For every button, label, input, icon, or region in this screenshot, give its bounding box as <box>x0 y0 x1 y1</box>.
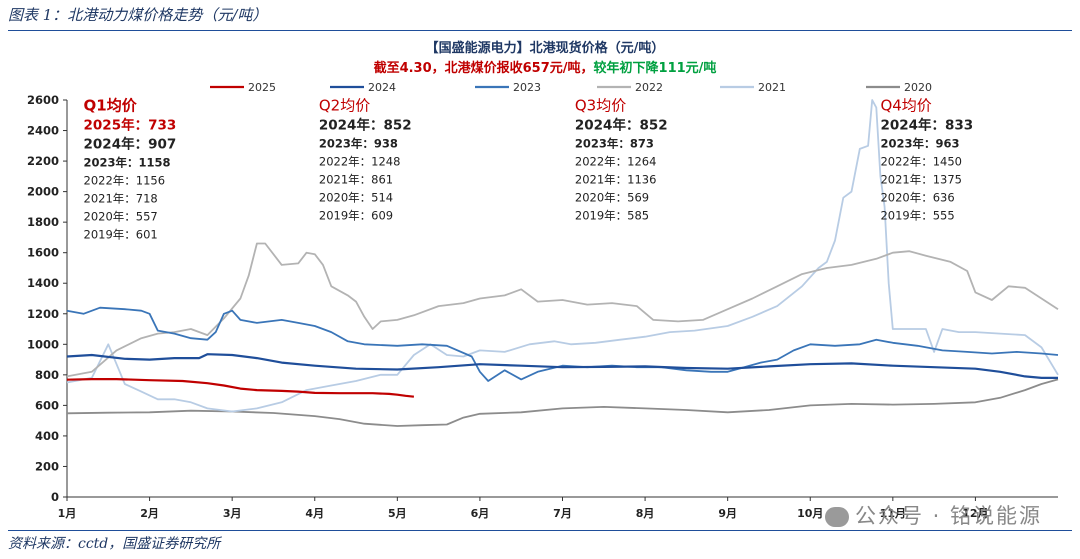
annotation-line: 2021年：1136 <box>575 173 657 187</box>
series-line-2022 <box>66 242 1059 378</box>
y-tick-label: 1600 <box>27 246 59 260</box>
annotation-line: 2021年：1375 <box>880 173 962 187</box>
y-tick-label: 600 <box>35 398 59 412</box>
series-line-2025 <box>66 378 415 398</box>
y-tick-label: 2600 <box>27 93 59 107</box>
x-tick-label: 5月 <box>388 507 407 520</box>
legend-label: 2020 <box>904 81 932 94</box>
annotation-line: 2020年：636 <box>880 191 954 205</box>
price-line-chart: 【国盛能源电力】北港现货价格（元/吨） 截至4.30，北港煤价报收657元/吨，… <box>27 40 1059 520</box>
x-tick-label: 6月 <box>471 507 490 520</box>
top-rule <box>8 30 1072 31</box>
series-line-2023 <box>66 306 1059 382</box>
quarter-annotations: Q1均价 2025年：733 2024年：907 2023年：1158 2022年：11… <box>84 97 974 242</box>
series-line-2020 <box>66 378 1059 427</box>
source-note: 资料来源：cctd，国盛证券研究所 <box>8 536 221 552</box>
legend-label: 2024 <box>368 81 396 94</box>
bottom-rule <box>8 530 1072 531</box>
x-tick-label: 1月 <box>58 507 77 520</box>
y-tick-label: 1400 <box>27 276 59 290</box>
annotation-line: 2023年：938 <box>319 137 398 151</box>
annotation-line: 2024年：833 <box>880 117 973 134</box>
annotation-line: 2022年：1156 <box>84 174 166 188</box>
legend-label: 2021 <box>758 81 786 94</box>
annotation-line: 2024年：907 <box>84 136 177 153</box>
legend-label: 2025 <box>248 81 276 94</box>
wechat-icon <box>824 507 849 527</box>
series-line-2021 <box>66 99 1059 413</box>
x-tick-label: 8月 <box>636 507 655 520</box>
annotation-line: 2024年：852 <box>575 117 668 134</box>
legend-label: 2023 <box>513 81 541 94</box>
y-tick-label: 1000 <box>27 337 59 351</box>
y-tick-label: 1800 <box>27 215 59 229</box>
chart-subtitle-part: 截至4.30，北港煤价报收657元/吨， <box>374 60 594 76</box>
x-tick-label: 7月 <box>553 507 572 520</box>
annotation-line: Q2均价 <box>319 97 370 115</box>
annotation-line: 2019年：585 <box>575 209 649 223</box>
series-line-2024 <box>66 353 1058 379</box>
series-lines <box>66 99 1059 427</box>
annotation-line: 2021年：861 <box>319 173 393 187</box>
axes: 0 200 400 600 800 1000 1200 1400 1600 1800 2000 220… <box>27 93 1058 520</box>
x-tick-label: 4月 <box>305 507 324 520</box>
x-tick-label: 12月 <box>962 507 988 520</box>
watermark-text: 公众号 · 铭说能源 <box>854 504 1042 528</box>
annotation-line: 2023年：1158 <box>84 156 171 170</box>
annotation-line: 2025年：733 <box>84 117 177 134</box>
x-tick-label: 2月 <box>140 507 159 520</box>
annotation-line: 2019年：555 <box>880 209 954 223</box>
annotation-line: 2020年：569 <box>575 191 649 205</box>
annotation-line: 2023年：963 <box>880 137 959 151</box>
annotation-line: 2022年：1450 <box>880 155 962 169</box>
x-tick-label: 9月 <box>718 507 737 520</box>
y-tick-label: 0 <box>51 490 59 504</box>
annotation-line: Q4均价 <box>880 97 931 115</box>
y-tick-label: 2200 <box>27 154 59 168</box>
y-tick-label: 2400 <box>27 124 59 138</box>
y-tick-label: 2000 <box>27 185 59 199</box>
annotation-line: 2022年：1264 <box>575 155 657 169</box>
annotation-line: 2021年：718 <box>84 192 158 206</box>
annotation-line: 2020年：514 <box>319 191 393 205</box>
annotation-line: Q1均价 <box>84 97 138 115</box>
legend: 2025 2024 2023 2022 2021 2020 <box>210 81 932 94</box>
annotation-line: 2023年：873 <box>575 137 654 151</box>
annotation-line: 2019年：609 <box>319 209 393 223</box>
figure-caption: 图表 1：北港动力煤价格走势（元/吨） <box>8 6 268 24</box>
y-tick-label: 1200 <box>27 307 59 321</box>
annotation-line: 2024年：852 <box>319 117 412 134</box>
annotation-line: Q3均价 <box>575 97 626 115</box>
chart-subtitle: 截至4.30，北港煤价报收657元/吨，较年初下降111元/吨 <box>374 60 717 76</box>
annotation-line: 2019年：601 <box>84 228 158 242</box>
watermark: 公众号 · 铭说能源 <box>824 500 1042 530</box>
annotation-line: 2022年：1248 <box>319 155 401 169</box>
annotation-line: 2020年：557 <box>84 210 158 224</box>
x-tick-label: 10月 <box>797 507 823 520</box>
x-tick-label: 11月 <box>880 507 906 520</box>
y-tick-label: 800 <box>35 368 59 382</box>
legend-label: 2022 <box>635 81 663 94</box>
y-tick-label: 400 <box>35 429 59 443</box>
y-tick-label: 200 <box>35 459 59 473</box>
x-tick-label: 3月 <box>223 507 242 520</box>
chart-subtitle-part: 较年初下降111元/吨 <box>594 60 717 76</box>
chart-title: 【国盛能源电力】北港现货价格（元/吨） <box>426 40 665 56</box>
